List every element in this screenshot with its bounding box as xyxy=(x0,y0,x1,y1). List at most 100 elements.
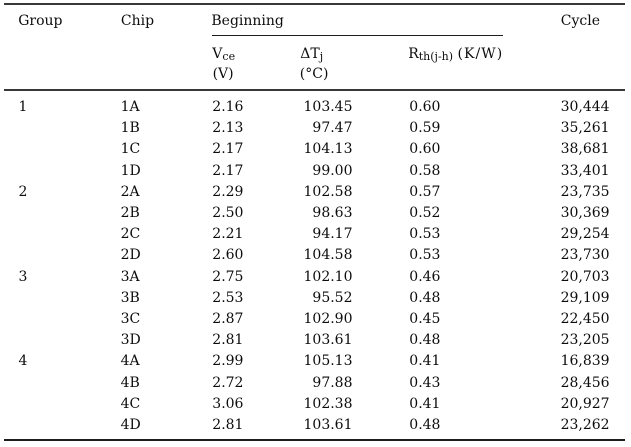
cell-rth: 0.60 xyxy=(409,99,441,115)
cell-vce: 2.50 xyxy=(212,205,244,221)
cell-rth: 0.57 xyxy=(409,183,441,200)
cell-chip: 2C xyxy=(120,226,141,243)
cell-rth: 0.43 xyxy=(409,374,441,391)
cell-cycle: 29,254 xyxy=(560,226,610,243)
cell-dtj: 97.47 xyxy=(312,120,353,137)
cell-cycle: 38,681 xyxy=(560,141,610,158)
cell-rth: 0.48 xyxy=(409,289,441,306)
cell-cycle: 20,703 xyxy=(560,268,610,285)
cell-vce: 2.60 xyxy=(212,247,244,264)
column-header-vce: Vce xyxy=(212,45,236,63)
cell-chip: 3B xyxy=(120,289,140,306)
column-header-group: Group xyxy=(18,13,63,30)
column-header-chip: Chip xyxy=(120,13,155,30)
cell-vce: 2.13 xyxy=(212,120,244,137)
beginning-span-rule xyxy=(212,34,503,37)
cell-rth: 0.48 xyxy=(409,332,441,349)
cell-cycle: 35,261 xyxy=(560,120,610,137)
cell-cycle: 30,369 xyxy=(560,205,610,221)
cell-rth: 0.59 xyxy=(409,120,441,137)
table-header-rule xyxy=(4,88,625,92)
cell-vce: 2.99 xyxy=(212,353,244,370)
cell-cycle: 23,205 xyxy=(560,332,610,349)
cell-chip: 3C xyxy=(120,311,141,327)
cell-group: 3 xyxy=(18,268,28,285)
cell-vce: 2.17 xyxy=(212,162,244,179)
cell-chip: 2A xyxy=(120,183,140,200)
cell-chip: 3D xyxy=(120,332,141,349)
cell-chip: 2D xyxy=(120,247,141,264)
cell-group: 4 xyxy=(18,353,28,370)
cell-vce: 2.81 xyxy=(212,417,244,433)
cell-vce: 2.16 xyxy=(212,99,244,115)
cell-chip: 2B xyxy=(120,205,140,221)
cell-vce: 2.17 xyxy=(212,141,244,158)
cell-rth: 0.41 xyxy=(409,395,441,412)
cell-cycle: 23,730 xyxy=(560,247,610,264)
cell-dtj: 102.10 xyxy=(303,268,353,285)
cell-chip: 4D xyxy=(120,417,141,433)
cell-cycle: 16,839 xyxy=(560,353,610,370)
cell-dtj: 105.13 xyxy=(303,353,353,370)
dtj-unit: (°C) xyxy=(299,65,329,82)
cell-rth: 0.58 xyxy=(409,162,441,179)
cell-vce: 2.87 xyxy=(212,311,244,327)
rth-subscript: th(j-h) xyxy=(418,49,454,63)
cell-group: 1 xyxy=(18,99,28,115)
cell-cycle: 20,927 xyxy=(560,395,610,412)
column-header-beginning: Beginning xyxy=(211,13,284,30)
cell-chip: 1D xyxy=(120,162,141,179)
cell-group: 2 xyxy=(18,183,28,200)
cell-rth: 0.46 xyxy=(409,268,441,285)
dtj-subscript: j xyxy=(319,49,324,63)
cell-chip: 1A xyxy=(120,99,140,115)
vce-unit: (V) xyxy=(212,65,234,82)
cell-vce: 2.72 xyxy=(212,374,244,391)
cell-dtj: 98.63 xyxy=(312,205,353,221)
table-bottom-rule xyxy=(4,439,625,442)
cell-dtj: 104.13 xyxy=(303,141,353,158)
cell-cycle: 33,401 xyxy=(560,162,610,179)
cell-cycle: 29,109 xyxy=(560,289,610,306)
cell-vce: 2.81 xyxy=(212,332,244,349)
vce-subscript: ce xyxy=(222,49,236,63)
cell-dtj: 102.90 xyxy=(303,311,353,327)
cell-dtj: 95.52 xyxy=(312,289,353,306)
cell-dtj: 97.88 xyxy=(312,374,353,391)
cell-cycle: 23,735 xyxy=(560,183,610,200)
cell-chip: 4A xyxy=(120,353,140,370)
cell-chip: 4C xyxy=(120,395,141,412)
cell-rth: 0.45 xyxy=(409,311,441,327)
cell-chip: 1C xyxy=(120,141,141,158)
cell-chip: 4B xyxy=(120,374,140,391)
cell-dtj: 103.45 xyxy=(303,99,353,115)
cell-vce: 3.06 xyxy=(212,395,244,412)
cell-dtj: 102.38 xyxy=(303,395,353,412)
cell-rth: 0.48 xyxy=(409,417,441,433)
cell-vce: 2.75 xyxy=(212,268,244,285)
cell-rth: 0.52 xyxy=(409,205,441,221)
cell-chip: 3A xyxy=(120,268,140,285)
cell-vce: 2.21 xyxy=(212,226,244,243)
column-header-dtj: ΔTj xyxy=(300,45,324,63)
cell-cycle: 30,444 xyxy=(560,99,610,115)
cell-rth: 0.53 xyxy=(409,247,441,264)
column-header-rth: Rth(j-h) (K/W) xyxy=(408,45,504,63)
column-header-cycle: Cycle xyxy=(560,13,601,30)
cell-dtj: 104.58 xyxy=(303,247,353,264)
cell-dtj: 103.61 xyxy=(303,332,353,349)
cell-chip: 1B xyxy=(120,120,140,137)
cell-dtj: 102.58 xyxy=(303,183,353,200)
cell-cycle: 28,456 xyxy=(560,374,610,391)
cell-dtj: 99.00 xyxy=(312,162,353,179)
cell-rth: 0.60 xyxy=(409,141,441,158)
cell-rth: 0.41 xyxy=(409,353,441,370)
cell-dtj: 94.17 xyxy=(312,226,353,243)
cell-rth: 0.53 xyxy=(409,226,441,243)
cell-vce: 2.53 xyxy=(212,289,244,306)
cell-vce: 2.29 xyxy=(212,183,244,200)
cell-dtj: 103.61 xyxy=(303,417,353,433)
cell-cycle: 23,262 xyxy=(560,417,610,433)
table-top-rule xyxy=(4,2,625,6)
